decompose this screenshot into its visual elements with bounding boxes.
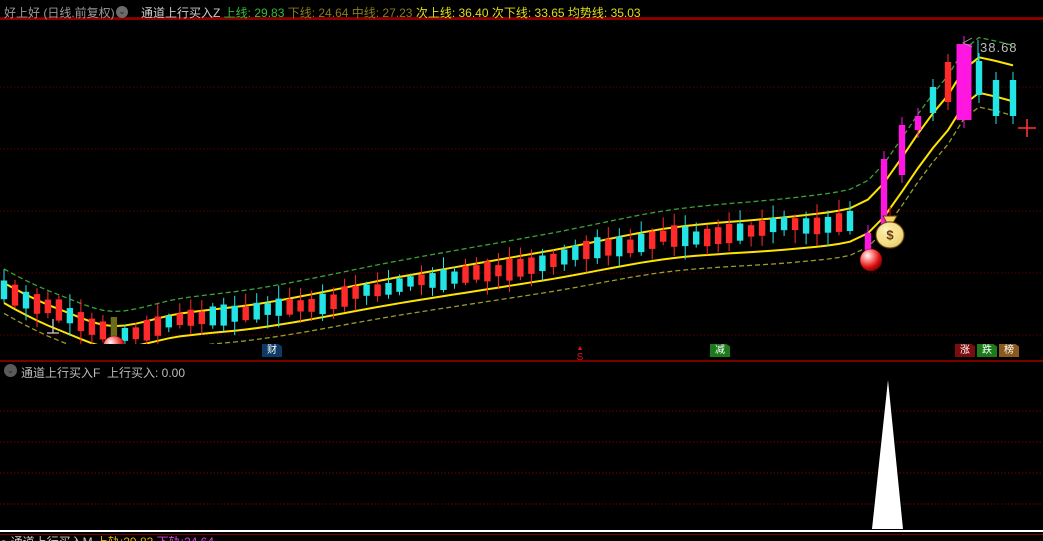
svg-text:$: $ <box>886 228 894 243</box>
svg-text:38.68: 38.68 <box>980 40 1018 55</box>
